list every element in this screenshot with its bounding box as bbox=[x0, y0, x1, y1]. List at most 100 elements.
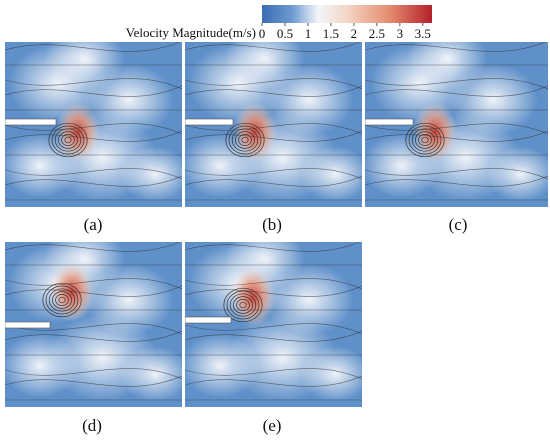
colorbar-tick-label: 3.5 bbox=[415, 26, 431, 41]
vortex-core bbox=[413, 102, 457, 162]
panels bbox=[5, 42, 548, 407]
plate bbox=[185, 118, 234, 126]
vortex-streamline bbox=[225, 122, 265, 158]
streamline bbox=[185, 323, 362, 335]
streamline bbox=[365, 123, 548, 135]
flow-panel bbox=[5, 242, 182, 407]
velocity-region bbox=[300, 146, 362, 202]
streamline bbox=[185, 368, 362, 380]
panel-label: (d) bbox=[82, 416, 102, 435]
vortex-streamline bbox=[411, 128, 439, 152]
colorbar-tick-label: 2.5 bbox=[369, 26, 385, 41]
streamline bbox=[5, 78, 182, 90]
streamline bbox=[5, 278, 182, 290]
vortex-streamline bbox=[226, 290, 260, 320]
streamline bbox=[185, 85, 362, 97]
plate bbox=[365, 118, 414, 126]
velocity-region bbox=[485, 146, 548, 202]
streamline bbox=[185, 168, 362, 180]
velocity-region bbox=[407, 42, 488, 91]
streamline bbox=[5, 85, 182, 97]
streamline bbox=[185, 375, 362, 387]
colorbar-tick-label: 1 bbox=[305, 26, 312, 41]
plate bbox=[5, 321, 51, 329]
vortex-streamline bbox=[55, 294, 69, 306]
vortex-streamline bbox=[61, 134, 75, 146]
vortex-streamline bbox=[58, 131, 78, 149]
streamline bbox=[185, 123, 362, 135]
streamline bbox=[5, 323, 182, 335]
streamline bbox=[5, 285, 182, 297]
vortex-streamline bbox=[45, 285, 79, 315]
velocity-region bbox=[120, 146, 182, 202]
vortex-streamline bbox=[229, 293, 257, 317]
velocity-region bbox=[300, 346, 362, 402]
vortex-streamline bbox=[408, 125, 442, 155]
vortex-streamline bbox=[415, 131, 435, 149]
vortex-core bbox=[233, 102, 277, 162]
streamline bbox=[365, 85, 548, 97]
streamline bbox=[5, 375, 182, 387]
streamline bbox=[185, 42, 361, 52]
flow-panel bbox=[5, 42, 182, 207]
flow-panel bbox=[185, 42, 362, 207]
streamline bbox=[5, 130, 182, 142]
vortex-streamline bbox=[405, 122, 445, 158]
streamline bbox=[5, 168, 182, 180]
streamline bbox=[5, 42, 181, 52]
vortex-streamline bbox=[231, 128, 259, 152]
streamline bbox=[185, 242, 361, 252]
vortex-streamline bbox=[238, 134, 252, 146]
streamline bbox=[185, 330, 362, 342]
streamline bbox=[5, 330, 182, 342]
vortex-streamline bbox=[48, 122, 88, 158]
streamline bbox=[5, 175, 182, 187]
streamline bbox=[5, 123, 182, 135]
streamline bbox=[185, 278, 362, 290]
streamline bbox=[185, 285, 362, 297]
colorbar-tick-label: 0.5 bbox=[277, 26, 293, 41]
vortex-streamline bbox=[51, 125, 85, 155]
vortex-streamline bbox=[58, 296, 66, 304]
streamline bbox=[185, 175, 362, 187]
vortex-streamline bbox=[42, 282, 82, 318]
plate bbox=[185, 316, 232, 324]
vortex-streamline bbox=[235, 131, 255, 149]
panel-label: (c) bbox=[449, 215, 468, 234]
streamline bbox=[365, 42, 547, 52]
streamline bbox=[365, 175, 548, 187]
streamline bbox=[365, 168, 548, 180]
panel-label: (b) bbox=[262, 215, 282, 234]
plate bbox=[5, 118, 57, 126]
velocity-region bbox=[224, 42, 305, 91]
streamline bbox=[5, 368, 182, 380]
vortex-streamline bbox=[233, 296, 253, 314]
colorbar-tick-label: 1.5 bbox=[323, 26, 339, 41]
colorbar-title: Velocity Magnitude(m/s) bbox=[126, 25, 256, 40]
vortex-streamline bbox=[64, 136, 72, 144]
flow-panel bbox=[365, 42, 548, 207]
vortex-streamline bbox=[54, 128, 82, 152]
vortex-core bbox=[56, 102, 100, 162]
vortex-streamline bbox=[239, 301, 247, 309]
streamline bbox=[185, 130, 362, 142]
colorbar-tick-label: 2 bbox=[351, 26, 358, 41]
streamline bbox=[365, 130, 548, 142]
vortex-streamline bbox=[48, 288, 76, 312]
vortex-streamline bbox=[418, 134, 432, 146]
panel-label: (a) bbox=[84, 215, 103, 234]
vortex-streamline bbox=[241, 136, 249, 144]
vortex-streamline bbox=[421, 136, 429, 144]
velocity-region bbox=[120, 346, 182, 402]
streamline bbox=[185, 78, 362, 90]
streamline bbox=[5, 242, 181, 252]
panel-label: (e) bbox=[263, 416, 282, 435]
vortex-streamline bbox=[236, 299, 250, 311]
vortex-streamline bbox=[52, 291, 72, 309]
velocity-region bbox=[44, 42, 125, 91]
streamline bbox=[365, 78, 548, 90]
colorbar-tick-label: 3 bbox=[397, 26, 404, 41]
vortex-core bbox=[50, 262, 94, 322]
vortex-streamline bbox=[223, 287, 263, 323]
